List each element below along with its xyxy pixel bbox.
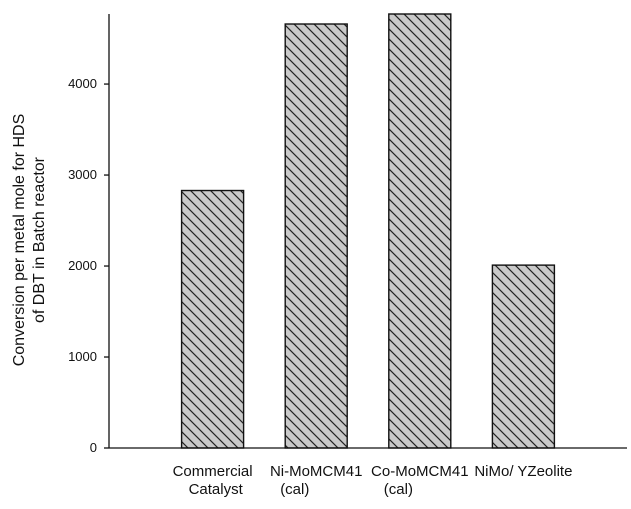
y-tick-label: 0 [90,440,97,455]
x-category-label: NiMo/ YZeolite [474,463,572,480]
y-tick-label: 4000 [68,76,97,91]
bars [180,13,556,449]
y-tick-label: 1000 [68,349,97,364]
x-category-label: Catalyst [189,481,244,498]
bar [388,13,452,449]
y-axis-label-line-2: of DBT in Batch reactor [31,156,48,323]
bar [491,264,556,449]
y-axis-ticks: 0 1000 2000 3000 4000 [68,76,109,455]
x-category-label: Commercial [173,463,253,480]
bar [284,23,348,449]
y-axis-label-line-1: Conversion per metal mole for HDS [11,114,28,367]
x-category-label: Co-MoMCM41 [371,463,469,480]
y-tick-label: 3000 [68,167,97,182]
x-axis-labels: CommercialCatalystNi-MoMCM41(cal)Co-MoMC… [173,463,573,498]
x-category-label: (cal) [384,481,413,498]
bar [180,189,245,449]
x-category-label: (cal) [280,481,309,498]
x-category-label: Ni-MoMCM41 [270,463,363,480]
y-tick-label: 2000 [68,258,97,273]
